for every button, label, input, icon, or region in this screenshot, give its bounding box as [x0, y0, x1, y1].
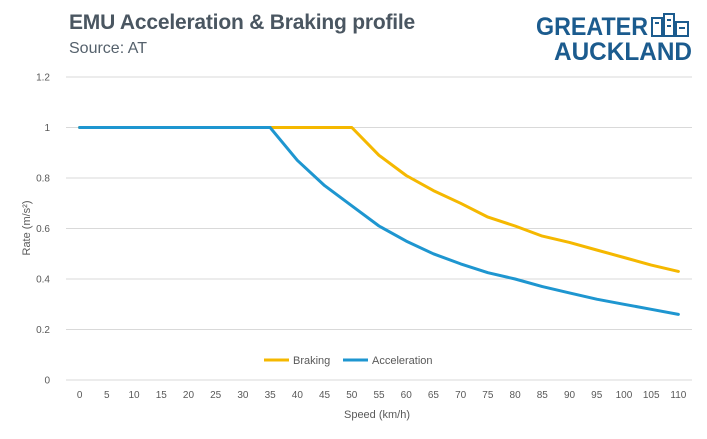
legend-label-braking: Braking — [293, 355, 330, 367]
x-tick-label: 90 — [564, 390, 576, 401]
logo-text-line1: GREATER — [536, 13, 648, 41]
x-tick-label: 75 — [482, 390, 494, 401]
x-tick-label: 0 — [77, 390, 83, 401]
chart-title: EMU Acceleration & Braking profile — [69, 11, 415, 34]
greater-auckland-logo: GREATER AUCKLAND — [536, 13, 692, 62]
series-line-acceleration — [78, 126, 680, 316]
x-tick-label: 110 — [670, 390, 686, 401]
x-tick-label: 30 — [237, 390, 249, 401]
series-line-braking — [78, 126, 680, 273]
y-tick-label: 0.2 — [36, 325, 50, 336]
y-tick-label: 0.4 — [36, 275, 50, 286]
legend-label-acceleration: Acceleration — [372, 355, 433, 367]
y-tick-label: 0.8 — [36, 174, 50, 185]
y-tick-label: 0.6 — [36, 224, 50, 235]
x-tick-label: 10 — [128, 390, 140, 401]
x-tick-label: 65 — [428, 390, 440, 401]
x-tick-label: 80 — [510, 390, 522, 401]
y-axis-label: Rate (m/s²) — [21, 201, 33, 256]
y-tick-label: 0 — [44, 376, 50, 387]
x-tick-label: 20 — [183, 390, 195, 401]
x-axis-ticks: 0 5 10 15 20 25 30 35 40 45 50 55 60 65 70 75 80 85 90 95 10… — [77, 390, 687, 401]
x-tick-label: 55 — [373, 390, 385, 401]
x-tick-label: 50 — [346, 390, 358, 401]
chart-subtitle: Source: AT — [69, 40, 147, 57]
x-tick-label: 100 — [616, 390, 633, 401]
x-tick-label: 70 — [455, 390, 467, 401]
x-tick-label: 105 — [643, 390, 660, 401]
x-tick-label: 95 — [591, 390, 603, 401]
x-tick-label: 35 — [265, 390, 277, 401]
x-tick-label: 85 — [537, 390, 549, 401]
x-tick-label: 15 — [156, 390, 168, 401]
legend: Braking Acceleration — [264, 355, 433, 367]
x-tick-label: 5 — [104, 390, 110, 401]
y-tick-label: 1.2 — [36, 73, 50, 84]
x-tick-label: 60 — [401, 390, 413, 401]
y-axis-ticks: 0 0.2 0.4 0.6 0.8 1 1.2 — [36, 73, 50, 387]
city-buildings-icon — [651, 13, 689, 37]
grid-lines — [66, 76, 692, 381]
x-tick-label: 25 — [210, 390, 222, 401]
x-axis-label: Speed (km/h) — [344, 409, 410, 421]
series-lines — [78, 126, 680, 316]
x-tick-label: 40 — [292, 390, 304, 401]
logo-text-line2: AUCKLAND — [554, 38, 692, 62]
x-tick-label: 45 — [319, 390, 331, 401]
y-tick-label: 1 — [44, 123, 50, 134]
